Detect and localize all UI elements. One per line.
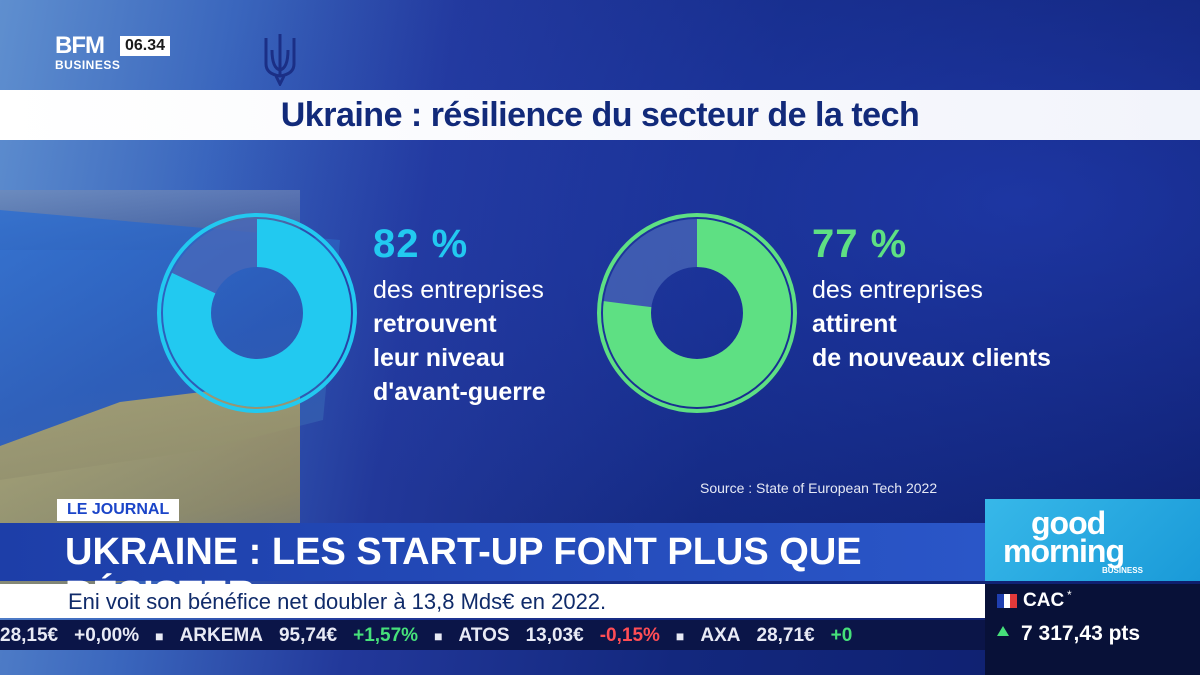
headline-bar: UKRAINE : LES START-UP FONT PLUS QUE RÉS… xyxy=(0,523,985,616)
ticker-item: 28,15€ xyxy=(0,625,59,646)
show-logo-good-morning-business: good morning BUSINESS xyxy=(985,499,1200,581)
france-flag-icon xyxy=(997,594,1018,608)
stat-1-line4: d'avant-guerre xyxy=(373,378,546,406)
journal-tag: LE JOURNAL xyxy=(57,499,180,521)
stock-ticker: 28,15€ +0,00% ■ ARKEMA 95,74€ +1,57% ■ ATOS 13,0… xyxy=(0,620,985,650)
title-bar: Ukraine : résilience du secteur de la te… xyxy=(0,90,1200,140)
stat-2: 77 % des entreprises attirent de nouveau… xyxy=(812,222,1051,375)
show-logo-line2: morning xyxy=(1003,533,1125,569)
index-marker: * xyxy=(1067,588,1072,602)
stat-1-line1: des entreprises xyxy=(373,276,544,304)
ticker-item: +0,00% xyxy=(74,625,140,646)
stat-1-line2: retrouvent xyxy=(373,310,497,338)
stat-1-line3: leur niveau xyxy=(373,344,505,372)
ticker-separator: ■ xyxy=(434,628,443,644)
page-title: Ukraine : résilience du secteur de la te… xyxy=(280,96,920,134)
stat-2-line1: des entreprises xyxy=(812,276,983,304)
subline-text: Eni voit son bénéfice net doubler à 13,8… xyxy=(68,589,607,614)
stat-2-percent: 77 % xyxy=(812,222,908,266)
subline-bar: Eni voit son bénéfice net doubler à 13,8… xyxy=(0,584,985,618)
ticker-item: 95,74€ xyxy=(278,625,338,646)
logo-bfm: BFM xyxy=(55,32,105,59)
source-note: Source : State of European Tech 2022 xyxy=(700,480,938,496)
show-logo-line1: good xyxy=(1031,505,1106,541)
show-logo-line3: BUSINESS xyxy=(1102,566,1143,575)
ticker-item: AXA xyxy=(700,625,741,646)
ticker-item: +0 xyxy=(830,625,853,646)
ticker-separator: ■ xyxy=(155,628,164,644)
ticker-separator: ■ xyxy=(675,628,685,644)
ticker-item: ARKEMA xyxy=(179,625,263,646)
donut-1-value-arc xyxy=(163,219,351,407)
index-name: CAC xyxy=(1023,590,1065,611)
clock: 06.34 xyxy=(120,36,171,56)
ticker-item: 28,71€ xyxy=(756,625,815,646)
donut-1-outer-ring xyxy=(157,213,357,413)
ticker-item: 13,03€ xyxy=(525,625,584,646)
ticker-row: 28,15€ +0,00% ■ ARKEMA 95,74€ +1,57% ■ ATOS 13,0… xyxy=(0,625,868,647)
ticker-item: +1,57% xyxy=(353,625,419,646)
index-value: 7 317,43 pts xyxy=(1021,622,1141,645)
stat-1: 82 % des entreprises retrouvent leur niv… xyxy=(373,222,546,409)
donut-2-outer-ring xyxy=(597,213,797,413)
arrow-up-icon xyxy=(997,626,1009,636)
index-panel: CAC * 7 317,43 pts xyxy=(985,584,1200,675)
stat-1-percent: 82 % xyxy=(373,222,469,266)
ticker-item: ATOS xyxy=(458,625,510,646)
donut-chart-2 xyxy=(597,213,797,413)
stat-2-line2: attirent xyxy=(812,310,897,338)
donut-2-value-arc xyxy=(603,219,791,407)
logo-business: BUSINESS xyxy=(55,58,121,72)
trident-icon xyxy=(264,34,296,86)
ticker-item: -0,15% xyxy=(599,625,660,646)
stat-2-line3: de nouveaux clients xyxy=(812,344,1051,372)
channel-logo: BFM BUSINESS xyxy=(55,32,121,72)
donut-chart-1 xyxy=(157,213,357,413)
